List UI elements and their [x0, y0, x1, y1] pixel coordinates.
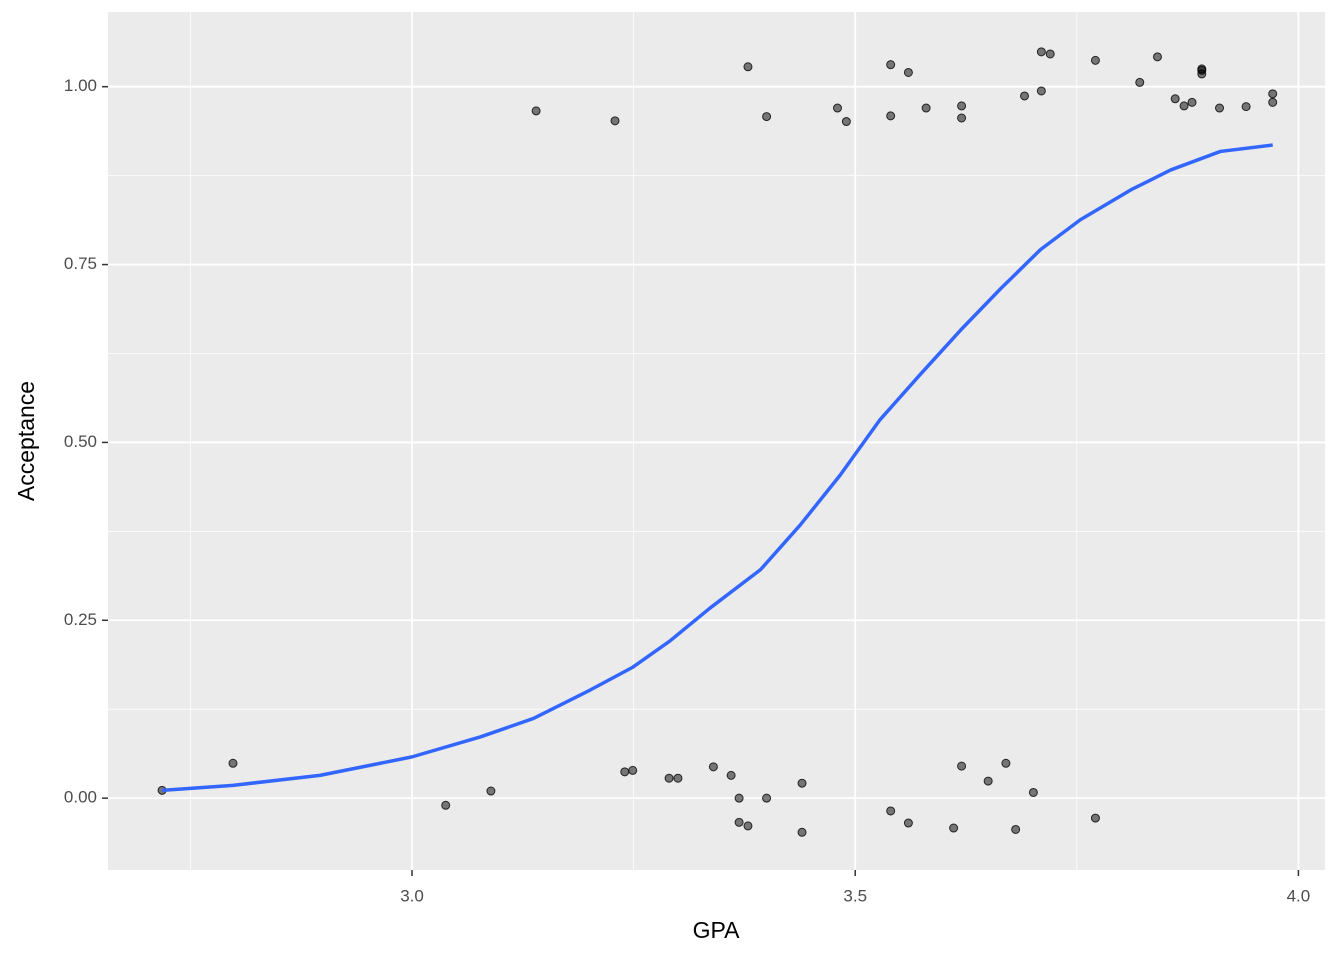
- point: [531, 106, 541, 116]
- y-tick-label: 1.00: [64, 76, 97, 95]
- point: [1197, 64, 1207, 74]
- x-tick-label: 3.0: [400, 886, 424, 905]
- point: [734, 793, 744, 803]
- point: [1090, 55, 1100, 65]
- point: [1090, 813, 1100, 823]
- point: [1215, 103, 1225, 113]
- point: [486, 786, 496, 796]
- panel: [108, 12, 1325, 870]
- point: [832, 103, 842, 113]
- point: [1135, 77, 1145, 87]
- x-tick-label: 3.5: [843, 886, 867, 905]
- point: [957, 113, 967, 123]
- point: [673, 773, 683, 783]
- point: [726, 770, 736, 780]
- point: [228, 758, 238, 768]
- point: [734, 817, 744, 827]
- point: [797, 827, 807, 837]
- point: [1028, 787, 1038, 797]
- point: [1036, 47, 1046, 57]
- point: [1170, 94, 1180, 104]
- point: [1036, 86, 1046, 96]
- point: [1241, 102, 1251, 112]
- y-tick-label: 0.25: [64, 610, 97, 629]
- point: [886, 60, 896, 70]
- point: [1001, 758, 1011, 768]
- point: [957, 101, 967, 111]
- point: [841, 117, 851, 127]
- point: [708, 762, 718, 772]
- y-axis-title: Acceptance: [13, 381, 39, 501]
- point: [797, 778, 807, 788]
- x-axis-title: GPA: [693, 917, 741, 943]
- point: [1268, 89, 1278, 99]
- point: [983, 776, 993, 786]
- point: [628, 765, 638, 775]
- point: [886, 806, 896, 816]
- point: [1268, 97, 1278, 107]
- point: [1187, 97, 1197, 107]
- point: [1045, 49, 1055, 59]
- point: [620, 767, 630, 777]
- point: [903, 818, 913, 828]
- point: [903, 67, 913, 77]
- point: [762, 112, 772, 122]
- point: [441, 800, 451, 810]
- y-tick-label: 0.00: [64, 788, 97, 807]
- point: [1011, 824, 1021, 834]
- point: [949, 823, 959, 833]
- fit-line: [161, 143, 1273, 793]
- point: [762, 793, 772, 803]
- point: [743, 821, 753, 831]
- point: [921, 103, 931, 113]
- y-tick-label: 0.50: [64, 432, 97, 451]
- point: [1179, 101, 1189, 111]
- point: [886, 111, 896, 121]
- point: [957, 761, 967, 771]
- point: [1020, 91, 1030, 101]
- point: [664, 773, 674, 783]
- point: [743, 62, 753, 72]
- point: [610, 116, 620, 126]
- x-tick-label: 4.0: [1287, 886, 1311, 905]
- y-tick-label: 0.75: [64, 254, 97, 273]
- point: [1152, 52, 1162, 62]
